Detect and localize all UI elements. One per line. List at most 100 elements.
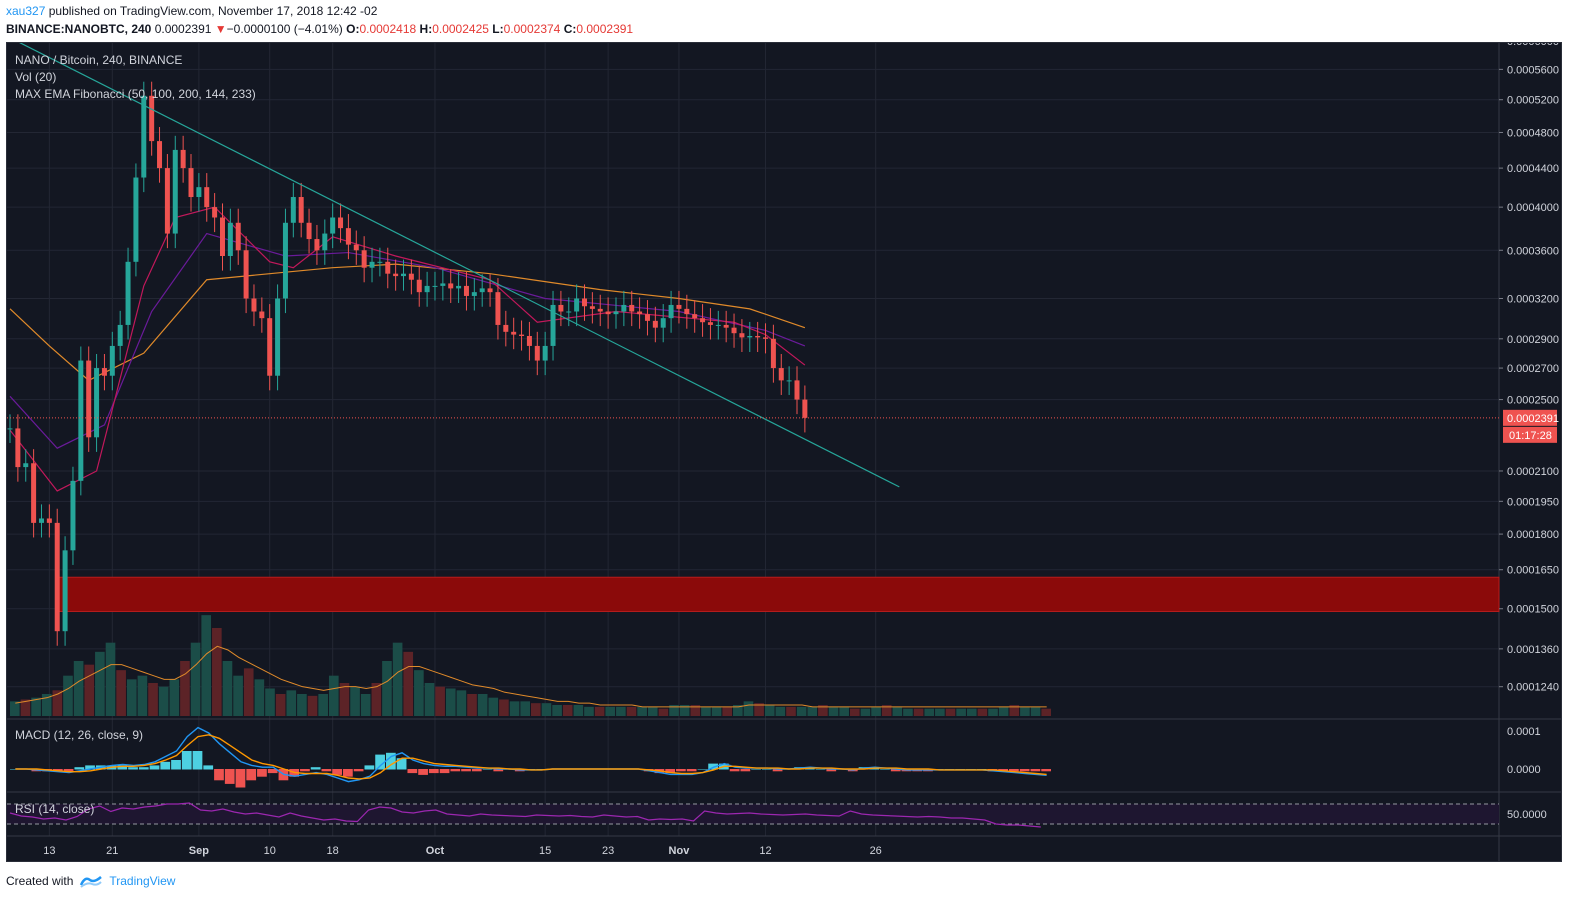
volume-bar <box>403 651 414 716</box>
macd-histogram-bar <box>224 769 235 784</box>
last-price-badge-bg <box>1503 409 1557 426</box>
low-label: L: <box>492 22 504 36</box>
macd-histogram-bar <box>396 758 407 770</box>
time-tick-label: Oct <box>426 845 445 857</box>
tradingview-logo-icon[interactable] <box>79 874 103 888</box>
volume-bar <box>892 706 903 716</box>
author-link[interactable]: xau327 <box>6 4 46 18</box>
volume-bar <box>775 706 786 716</box>
price-tick-label: 0.0002700 <box>1507 363 1559 375</box>
tradingview-link[interactable]: TradingView <box>109 874 176 888</box>
candle-body <box>739 333 745 338</box>
candle-body <box>566 311 572 313</box>
candle-body <box>361 250 367 268</box>
candle-body <box>542 345 548 361</box>
price-tick-label: 0.0001800 <box>1507 529 1559 541</box>
candle-body <box>684 308 690 315</box>
countdown-badge-bg <box>1503 426 1557 443</box>
candle-body <box>700 318 706 323</box>
chart-frame[interactable]: 0.0006000 0.0005600 0.0005200 0.0004800 0.00… <box>6 36 1562 862</box>
ema-legend[interactable]: MAX EMA Fibonacci (50, 100, 200, 144, 23… <box>15 87 256 101</box>
macd-histogram-bar <box>138 767 149 770</box>
macd-histogram-bar <box>267 769 278 774</box>
rsi-legend[interactable]: RSI (14, close) <box>15 802 95 816</box>
high-label: H: <box>419 22 433 36</box>
macd-histogram-bar <box>880 769 890 770</box>
volume-bar <box>935 708 945 716</box>
time-tick-label: 23 <box>602 845 614 857</box>
volume-bar <box>998 706 1009 716</box>
macd-legend[interactable]: MACD (12, 26, close, 9) <box>15 728 144 742</box>
candle-body <box>511 331 517 335</box>
macd-histogram-bar <box>128 767 138 770</box>
volume-bar <box>722 706 733 716</box>
macd-tick-label: 0.0000 <box>1507 764 1541 776</box>
macd-histogram-bar <box>751 769 761 770</box>
candle-body <box>408 273 414 280</box>
macd-histogram-bar <box>826 769 837 772</box>
volume-bar <box>764 705 775 716</box>
time-tick-label: 10 <box>264 845 276 857</box>
volume-bar <box>467 694 477 716</box>
macd-histogram-bar <box>815 769 826 770</box>
volume-bar <box>711 706 722 716</box>
candle-body <box>219 217 225 257</box>
vol-legend[interactable]: Vol (20) <box>15 70 57 84</box>
candle-body <box>62 550 68 632</box>
candle-body <box>282 222 288 299</box>
macd-histogram-bar <box>171 760 181 770</box>
publish-line: xau327 published on TradingView.com, Nov… <box>6 4 377 18</box>
volume-bar <box>169 679 180 716</box>
macd-histogram-bar <box>471 769 482 772</box>
candle-body <box>46 518 52 523</box>
macd-histogram-bar <box>697 769 708 770</box>
volume-bar <box>552 705 562 716</box>
footer: Created with TradingView <box>6 874 175 888</box>
volume-bar <box>488 697 499 716</box>
candle-body <box>172 149 178 234</box>
volume-bar <box>297 694 307 716</box>
candle-body <box>676 304 682 309</box>
macd-histogram-bar <box>428 769 439 774</box>
rsi-tick-label: 50.0000 <box>1507 809 1547 821</box>
volume-bar <box>116 670 126 716</box>
candle-body <box>432 285 438 287</box>
pair-legend[interactable]: NANO / Bitcoin, 240, BINANCE <box>15 53 183 67</box>
candle-body <box>157 141 163 169</box>
volume-bar <box>669 705 679 716</box>
candle-body <box>377 261 383 263</box>
macd-histogram-bar <box>332 769 343 775</box>
volume-bar <box>637 706 647 716</box>
volume-bar <box>871 706 881 716</box>
macd-histogram-bar <box>300 769 310 772</box>
candle-body <box>117 324 123 346</box>
price-tick-label: 0.0002500 <box>1507 395 1559 407</box>
volume-bar <box>318 694 328 716</box>
macd-histogram-bar <box>1030 769 1041 772</box>
candle-body <box>558 304 564 312</box>
macd-histogram-bar <box>364 765 375 770</box>
candle-body <box>86 360 92 438</box>
price-tick-label: 0.0003600 <box>1507 245 1559 257</box>
candle-body <box>70 480 76 551</box>
volume-bar <box>41 694 52 716</box>
chart-canvas[interactable]: 0.0006000 0.0005600 0.0005200 0.0004800 0.00… <box>7 36 1561 861</box>
volume-bar <box>435 686 445 716</box>
time-tick-label: 18 <box>327 845 339 857</box>
volume-bar <box>701 706 711 716</box>
candle-body <box>38 518 44 523</box>
candle-body <box>668 304 674 319</box>
volume-bar <box>626 706 637 716</box>
low-value: 0.0002374 <box>503 22 561 36</box>
candle-body <box>778 368 784 381</box>
candle-body <box>534 345 540 361</box>
volume-bar <box>95 651 105 716</box>
volume-bar <box>988 708 998 716</box>
macd-histogram-bar <box>461 769 471 772</box>
candle-body <box>519 334 525 336</box>
macd-histogram-bar <box>343 769 353 777</box>
volume-bar <box>818 705 828 716</box>
volume-ma-line <box>15 645 1047 708</box>
price-tick-label: 0.0004000 <box>1507 202 1559 214</box>
macd-histogram-bar <box>353 769 364 772</box>
